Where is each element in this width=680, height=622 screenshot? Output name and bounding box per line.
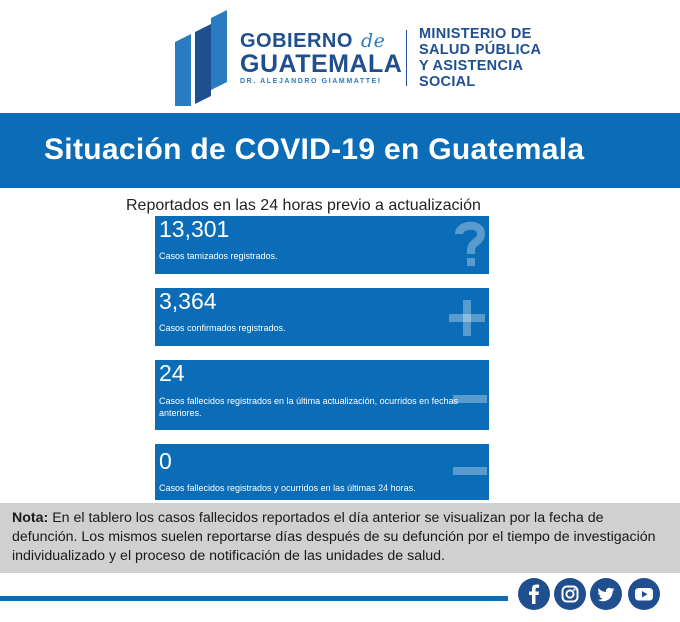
stat-card-confirmados: 3,364 Casos confirmados registrados. bbox=[155, 288, 489, 346]
facebook-icon[interactable] bbox=[518, 578, 550, 610]
footer-line bbox=[0, 596, 508, 601]
stat-card-tamizados: 13,301 Casos tamizados registrados. bbox=[155, 216, 489, 274]
stat-value: 0 bbox=[159, 448, 172, 474]
youtube-icon[interactable] bbox=[628, 578, 660, 610]
stat-description: Casos fallecidos registrados en la últim… bbox=[159, 396, 459, 418]
presidente-text: DR. ALEJANDRO GIAMMATTEI bbox=[240, 78, 382, 85]
gobierno-wordmark: GOBIERNO de GUATEMALA DR. ALEJANDRO GIAM… bbox=[240, 30, 402, 85]
page-subtitle: Reportados en las 24 horas previo a actu… bbox=[126, 197, 481, 214]
minus-icon bbox=[453, 467, 487, 475]
stat-description: Casos confirmados registrados. bbox=[159, 323, 286, 333]
question-icon bbox=[455, 221, 486, 266]
ministerio-line: SOCIAL bbox=[419, 74, 476, 90]
nota-text: En el tablero los casos fallecidos repor… bbox=[12, 510, 656, 564]
guatemala-text: GUATEMALA bbox=[240, 50, 403, 78]
instagram-icon[interactable] bbox=[554, 578, 586, 610]
gobierno-logo-bars bbox=[175, 10, 227, 106]
nota-label: Nota: bbox=[12, 510, 49, 526]
plus-icon bbox=[449, 300, 485, 336]
ministerio-line: MINISTERIO DE bbox=[419, 26, 532, 42]
minus-icon bbox=[453, 395, 487, 403]
stat-card-fallecidos-anteriores: 24 Casos fallecidos registrados en la úl… bbox=[155, 360, 489, 430]
gobierno-text: GOBIERNO bbox=[240, 30, 353, 52]
header-divider bbox=[406, 30, 407, 86]
ministerio-line: Y ASISTENCIA bbox=[419, 58, 524, 74]
stat-description: Casos tamizados registrados. bbox=[159, 251, 278, 261]
nota-box: Nota: En el tablero los casos fallecidos… bbox=[0, 503, 680, 573]
title-band: Situación de COVID-19 en Guatemala bbox=[0, 113, 680, 188]
stat-description: Casos fallecidos registrados y ocurridos… bbox=[159, 483, 416, 493]
de-text: de bbox=[360, 30, 386, 52]
twitter-icon[interactable] bbox=[590, 578, 622, 610]
stat-value: 24 bbox=[159, 360, 185, 386]
ministerio-line: SALUD PÚBLICA bbox=[419, 42, 542, 58]
stat-value: 3,364 bbox=[159, 288, 217, 314]
stat-card-fallecidos-24h: 0 Casos fallecidos registrados y ocurrid… bbox=[155, 444, 489, 500]
page-title: Situación de COVID-19 en Guatemala bbox=[44, 133, 585, 166]
stat-value: 13,301 bbox=[159, 216, 230, 242]
ministerio-wordmark: MINISTERIO DE SALUD PÚBLICA Y ASISTENCIA… bbox=[419, 26, 541, 90]
